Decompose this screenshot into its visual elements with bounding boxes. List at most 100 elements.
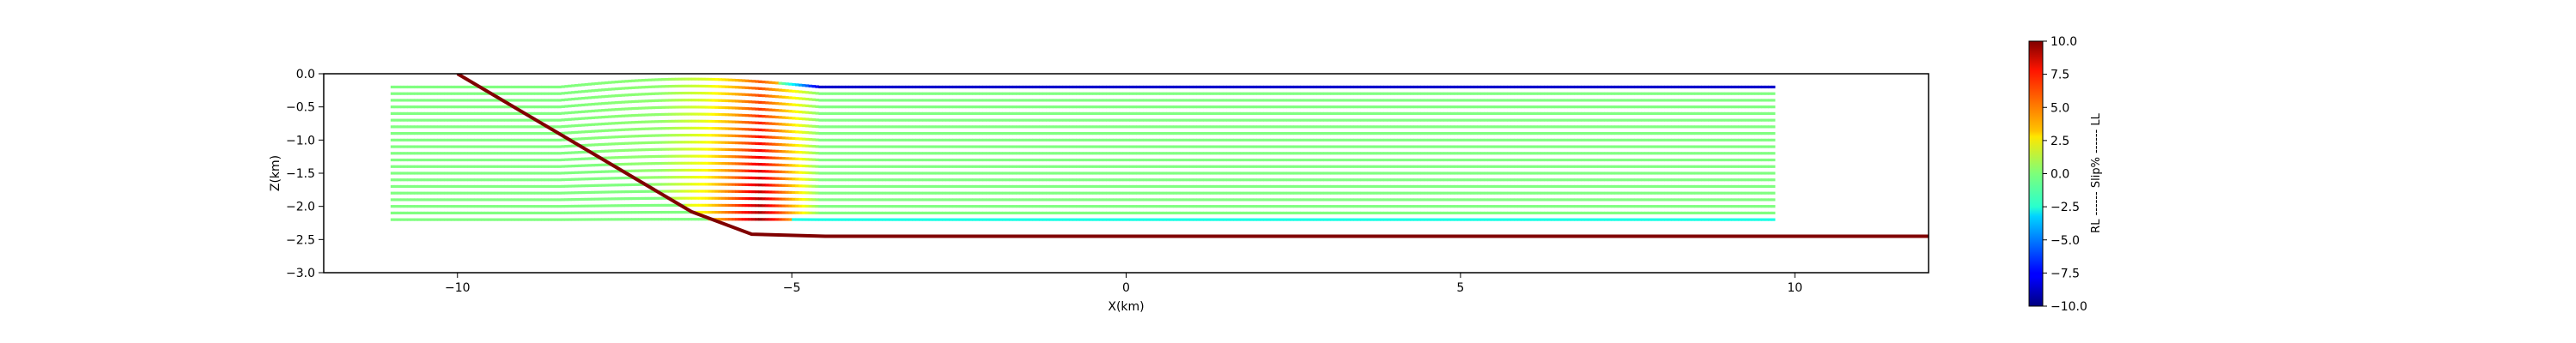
particle-point [1166,85,1170,89]
particle-point [732,93,736,96]
particle-point [711,112,716,116]
particle-point [1631,125,1635,129]
particle-point [939,132,943,135]
particle-point [734,120,739,123]
particle-point [771,81,776,85]
particle-point [1724,152,1728,155]
particle-point [1156,145,1161,148]
particle-point [1754,99,1759,102]
particle-point [1406,125,1412,129]
particle-point [1279,152,1285,155]
particle-point [958,158,963,162]
particle-point [1728,158,1732,162]
particle-point [1186,99,1191,102]
particle-point [1597,118,1602,122]
particle-point [1380,105,1384,109]
particle-point [631,114,635,117]
particle-point [741,93,746,96]
particle-point [1680,85,1686,89]
particle-point [1273,105,1278,109]
particle-point [467,105,471,109]
particle-point [651,147,656,152]
particle-point [1557,92,1562,95]
particle-point [1360,125,1364,129]
particle-point [1487,138,1492,141]
particle-point [390,165,395,168]
particle-point [1454,152,1458,155]
particle-point [614,115,619,118]
particle-point [828,111,833,115]
particle-point [1530,132,1535,135]
particle-point [511,125,515,129]
particle-point [574,84,579,87]
particle-point [1657,138,1662,141]
particle-point [1313,85,1318,89]
particle-point [1577,118,1582,122]
particle-point [1383,118,1388,122]
particle-point [684,147,690,151]
particle-point [1226,125,1230,129]
particle-point [859,158,863,162]
particle-point [1089,125,1094,129]
particle-point [628,114,632,117]
particle-point [855,118,860,122]
particle-point [1242,125,1248,129]
particle-point [1323,118,1327,122]
particle-point [457,152,462,155]
particle-point [1263,118,1267,122]
particle-point [1507,111,1511,115]
particle-point [758,128,762,132]
particle-point [1613,99,1619,102]
particle-point [751,80,756,83]
particle-point [942,99,946,102]
particle-point [835,105,840,109]
particle-point [1406,99,1412,102]
particle-point [541,118,545,122]
particle-point [1112,145,1117,148]
particle-point [1159,138,1163,141]
particle-point [852,145,856,148]
particle-point [982,99,987,102]
particle-point [895,145,900,148]
particle-point [1373,92,1378,95]
particle-point [1306,138,1311,141]
particle-point [1249,92,1255,95]
particle-point [1437,158,1442,162]
particle-point [430,111,435,115]
particle-point [1159,85,1163,89]
particle-point [698,84,702,88]
particle-point [571,104,575,107]
particle-point [925,92,930,95]
particle-point [654,120,659,123]
particle-point [1363,92,1368,95]
particle-point [1242,118,1248,122]
particle-point [1396,158,1401,162]
particle-point [1002,118,1006,122]
particle-point [1022,125,1027,129]
particle-point [474,105,478,109]
particle-point [524,92,529,95]
particle-point [668,85,672,88]
particle-point [400,92,405,95]
particle-point [1604,118,1608,122]
particle-point [621,141,626,145]
particle-point [1420,132,1425,135]
particle-point [1741,158,1746,162]
particle-point [1119,85,1124,89]
particle-point [1637,92,1642,95]
particle-point [400,132,405,135]
particle-point [1514,138,1518,141]
particle-point [1604,152,1608,155]
particle-point [1677,138,1682,141]
particle-point [427,158,432,162]
particle-point [1203,152,1207,155]
particle-point [434,138,438,141]
particle-point [564,124,568,128]
particle-point [1581,125,1585,129]
particle-point [1424,152,1428,155]
particle-point [574,104,579,107]
particle-point [1671,118,1675,122]
particle-point [1617,132,1622,135]
particle-point [762,101,766,105]
particle-point [1283,99,1287,102]
